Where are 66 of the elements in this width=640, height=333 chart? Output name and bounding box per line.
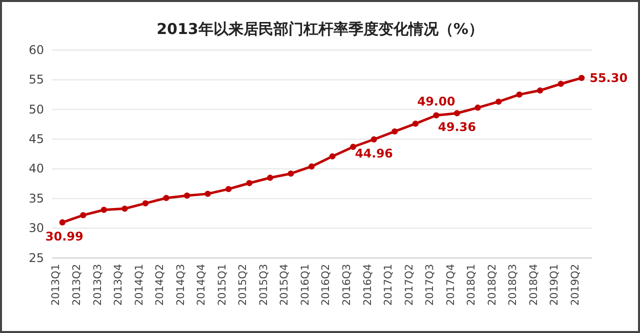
point <box>204 190 211 197</box>
x-tick-label: 2014Q4 <box>196 264 208 306</box>
x-tick-label: 2017Q1 <box>382 264 395 306</box>
point <box>266 174 274 181</box>
x-tick-label: 2019Q1 <box>548 264 561 306</box>
y-tick-label: 55 <box>28 72 44 87</box>
x-tick-label: 2016Q2 <box>320 264 332 306</box>
x-tick-label: 2015Q1 <box>216 264 228 306</box>
x-tick-label: 2019Q2 <box>569 264 582 306</box>
point <box>225 186 232 192</box>
y-tick-label: 50 <box>28 102 44 116</box>
point <box>246 180 252 186</box>
point <box>454 110 460 116</box>
point <box>329 153 336 160</box>
x-tick-label: 2016Q3 <box>341 264 354 306</box>
point <box>288 170 294 177</box>
point <box>536 87 544 94</box>
point <box>308 163 315 170</box>
y-tick-label: 40 <box>28 162 44 176</box>
x-tick-label: 2016Q4 <box>362 264 374 306</box>
point <box>516 91 522 98</box>
x-tick-label: 2017Q3 <box>424 264 436 306</box>
point <box>474 104 481 111</box>
data-label: 55.30 <box>590 70 628 85</box>
x-tick-label: 2014Q1 <box>133 264 146 306</box>
x-tick-label: 2016Q1 <box>299 264 312 306</box>
x-tick-label: 2013Q3 <box>92 264 104 306</box>
x-tick-label: 2018Q3 <box>507 264 520 306</box>
x-tick-label: 2017Q4 <box>444 264 457 306</box>
x-tick-label: 2015Q3 <box>258 264 270 306</box>
point <box>558 80 564 87</box>
point <box>370 136 378 142</box>
data-label: 44.96 <box>354 146 393 160</box>
x-tick-label: 2015Q2 <box>237 264 250 306</box>
point <box>142 200 149 206</box>
point <box>392 128 398 134</box>
y-tick-label: 30 <box>28 221 44 236</box>
y-tick-label: 45 <box>28 132 44 146</box>
point <box>184 192 190 199</box>
point <box>433 112 440 118</box>
y-tick-label: 25 <box>28 250 44 265</box>
x-tick-label: 2013Q1 <box>50 264 62 306</box>
data-label: 49.36 <box>438 120 476 134</box>
point <box>163 194 170 202</box>
x-tick-label: 2015Q4 <box>278 264 291 306</box>
point <box>80 212 86 218</box>
x-tick-label: 2014Q3 <box>174 264 187 306</box>
point <box>495 98 502 105</box>
point <box>59 219 66 226</box>
y-tick-label: 60 <box>28 42 44 57</box>
x-tick-label: 2017Q2 <box>403 264 416 306</box>
point <box>122 206 128 212</box>
x-tick-label: 2018Q4 <box>528 264 540 306</box>
chart-title: 2013年以来居民部门杠杆率季度变化情况（%） <box>156 20 484 38</box>
point <box>350 144 356 150</box>
x-tick-label: 2018Q1 <box>466 264 478 306</box>
point <box>100 206 108 213</box>
point <box>578 74 585 82</box>
x-tick-label: 2013Q4 <box>112 264 125 306</box>
point <box>412 120 419 127</box>
x-tick-label: 2013Q2 <box>71 264 84 306</box>
x-tick-label: 2014Q2 <box>154 264 166 306</box>
x-tick-label: 2018Q2 <box>486 264 498 306</box>
data-label: 49.00 <box>417 94 456 108</box>
data-label: 30.99 <box>45 229 84 244</box>
y-tick-label: 35 <box>28 191 44 206</box>
